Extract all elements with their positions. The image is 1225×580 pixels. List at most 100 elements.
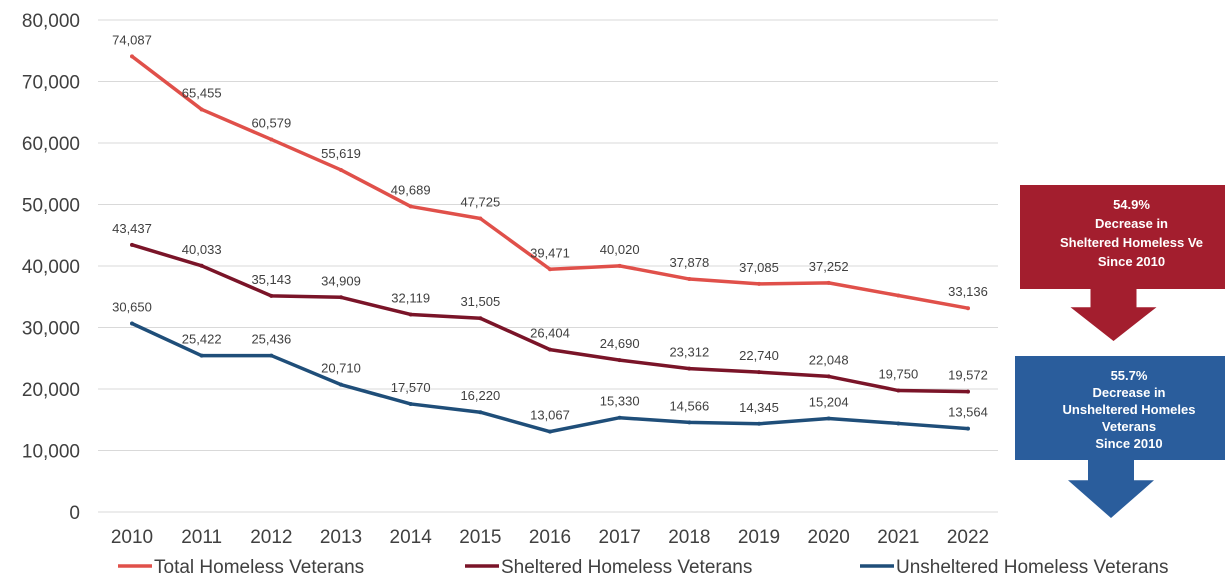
data-label: 47,725	[460, 194, 500, 209]
x-tick-label: 2012	[250, 527, 292, 548]
x-tick-label: 2018	[668, 527, 710, 548]
down-arrow-icon	[1068, 460, 1154, 518]
data-point	[548, 429, 552, 434]
callouts: 54.9% Decrease in Sheltered Homeless Ve Sin…	[1015, 185, 1225, 518]
x-tick-label: 2013	[320, 527, 362, 548]
data-label: 37,252	[809, 259, 849, 274]
legend-label: Sheltered Homeless Veterans	[501, 557, 752, 578]
data-point	[408, 401, 413, 406]
data-point	[199, 263, 204, 268]
data-point	[826, 416, 831, 421]
x-tick-label: 2020	[808, 527, 850, 548]
data-label: 16,220	[460, 388, 500, 403]
y-tick-label: 60,000	[22, 134, 80, 155]
y-tick-label: 10,000	[22, 442, 80, 463]
data-point	[617, 358, 622, 363]
data-label: 13,067	[530, 408, 570, 423]
data-point	[687, 277, 692, 282]
y-tick-label: 40,000	[22, 257, 80, 278]
data-point	[130, 54, 134, 59]
data-point	[339, 382, 343, 387]
callout-text: 54.9%	[1113, 197, 1150, 212]
y-tick-label: 70,000	[22, 73, 80, 94]
data-point	[269, 353, 274, 358]
data-point	[130, 242, 134, 247]
y-tick-label: 80,000	[22, 11, 80, 32]
data-point	[617, 263, 622, 268]
y-tick-label: 20,000	[22, 380, 80, 401]
data-label: 17,570	[391, 380, 431, 395]
data-label: 15,204	[809, 394, 849, 409]
data-point	[966, 426, 970, 431]
data-label: 55,619	[321, 146, 361, 161]
data-label: 14,566	[669, 398, 709, 413]
callout-text: Since 2010	[1098, 254, 1165, 269]
data-label: 30,650	[112, 300, 152, 315]
data-label: 34,909	[321, 273, 361, 288]
callout-unsheltered: 55.7% Decrease in Unsheltered Homeles Veter…	[1015, 356, 1225, 518]
y-tick-label: 0	[69, 503, 80, 524]
callout-text: Decrease in	[1093, 385, 1166, 400]
data-label: 33,136	[948, 284, 988, 299]
data-point	[478, 316, 483, 321]
data-label: 22,740	[739, 348, 779, 363]
x-axis: 2010 2011 2012 2013 2014 2015 2016 2017 2018 2019…	[111, 527, 989, 548]
data-label: 49,689	[391, 182, 431, 197]
x-tick-label: 2021	[877, 527, 919, 548]
data-point	[826, 374, 831, 379]
data-label: 32,119	[391, 290, 430, 305]
data-point	[408, 312, 413, 317]
data-label: 19,572	[948, 368, 988, 383]
y-tick-label: 30,000	[22, 319, 80, 340]
data-label: 20,710	[321, 361, 361, 376]
x-tick-label: 2016	[529, 527, 571, 548]
data-label: 23,312	[669, 345, 709, 360]
down-arrow-icon	[1070, 289, 1157, 341]
data-point	[757, 281, 761, 286]
data-point	[757, 370, 761, 375]
legend-item: Unsheltered Homeless Veterans	[860, 557, 1168, 578]
callout-sheltered: 54.9% Decrease in Sheltered Homeless Ve Sin…	[1020, 185, 1225, 341]
data-labels: 74,087 65,455 60,579 55,619 49,689 47,725 39,4…	[112, 32, 988, 422]
data-label: 35,143	[251, 272, 291, 287]
data-label: 39,471	[530, 245, 570, 260]
data-label: 43,437	[112, 221, 152, 236]
legend: Total Homeless Veterans Sheltered Homeles…	[118, 557, 1168, 578]
x-tick-label: 2022	[947, 527, 989, 548]
data-label: 74,087	[112, 32, 152, 47]
data-point	[548, 267, 552, 272]
data-point	[617, 415, 622, 420]
data-point	[687, 420, 692, 425]
data-label: 26,404	[530, 326, 570, 341]
data-point	[966, 306, 970, 311]
data-label: 15,330	[600, 394, 640, 409]
callout-text: Decrease in	[1095, 216, 1168, 231]
data-point	[896, 293, 901, 298]
data-point	[896, 421, 901, 426]
callout-text: Since 2010	[1095, 436, 1162, 451]
data-point	[339, 167, 343, 172]
data-label: 31,505	[460, 294, 500, 309]
data-label: 65,455	[182, 85, 222, 100]
x-tick-label: 2017	[599, 527, 641, 548]
callout-text: Unsheltered Homeles	[1063, 402, 1196, 417]
data-point	[478, 410, 483, 415]
data-point	[757, 421, 761, 426]
data-point	[408, 204, 413, 209]
data-label: 37,878	[669, 255, 709, 270]
data-label: 19,750	[878, 367, 918, 382]
data-label: 60,579	[251, 115, 291, 130]
data-label: 22,048	[809, 352, 849, 367]
callout-text: 55.7%	[1111, 368, 1148, 383]
data-label: 25,436	[251, 332, 291, 347]
x-tick-label: 2015	[459, 527, 501, 548]
data-point	[269, 293, 274, 298]
data-point	[199, 107, 204, 112]
data-point	[478, 216, 483, 221]
data-point	[687, 366, 692, 371]
x-tick-label: 2011	[181, 527, 222, 548]
data-label: 14,345	[739, 400, 779, 415]
y-tick-label: 50,000	[22, 196, 80, 217]
data-label: 37,085	[739, 260, 779, 275]
